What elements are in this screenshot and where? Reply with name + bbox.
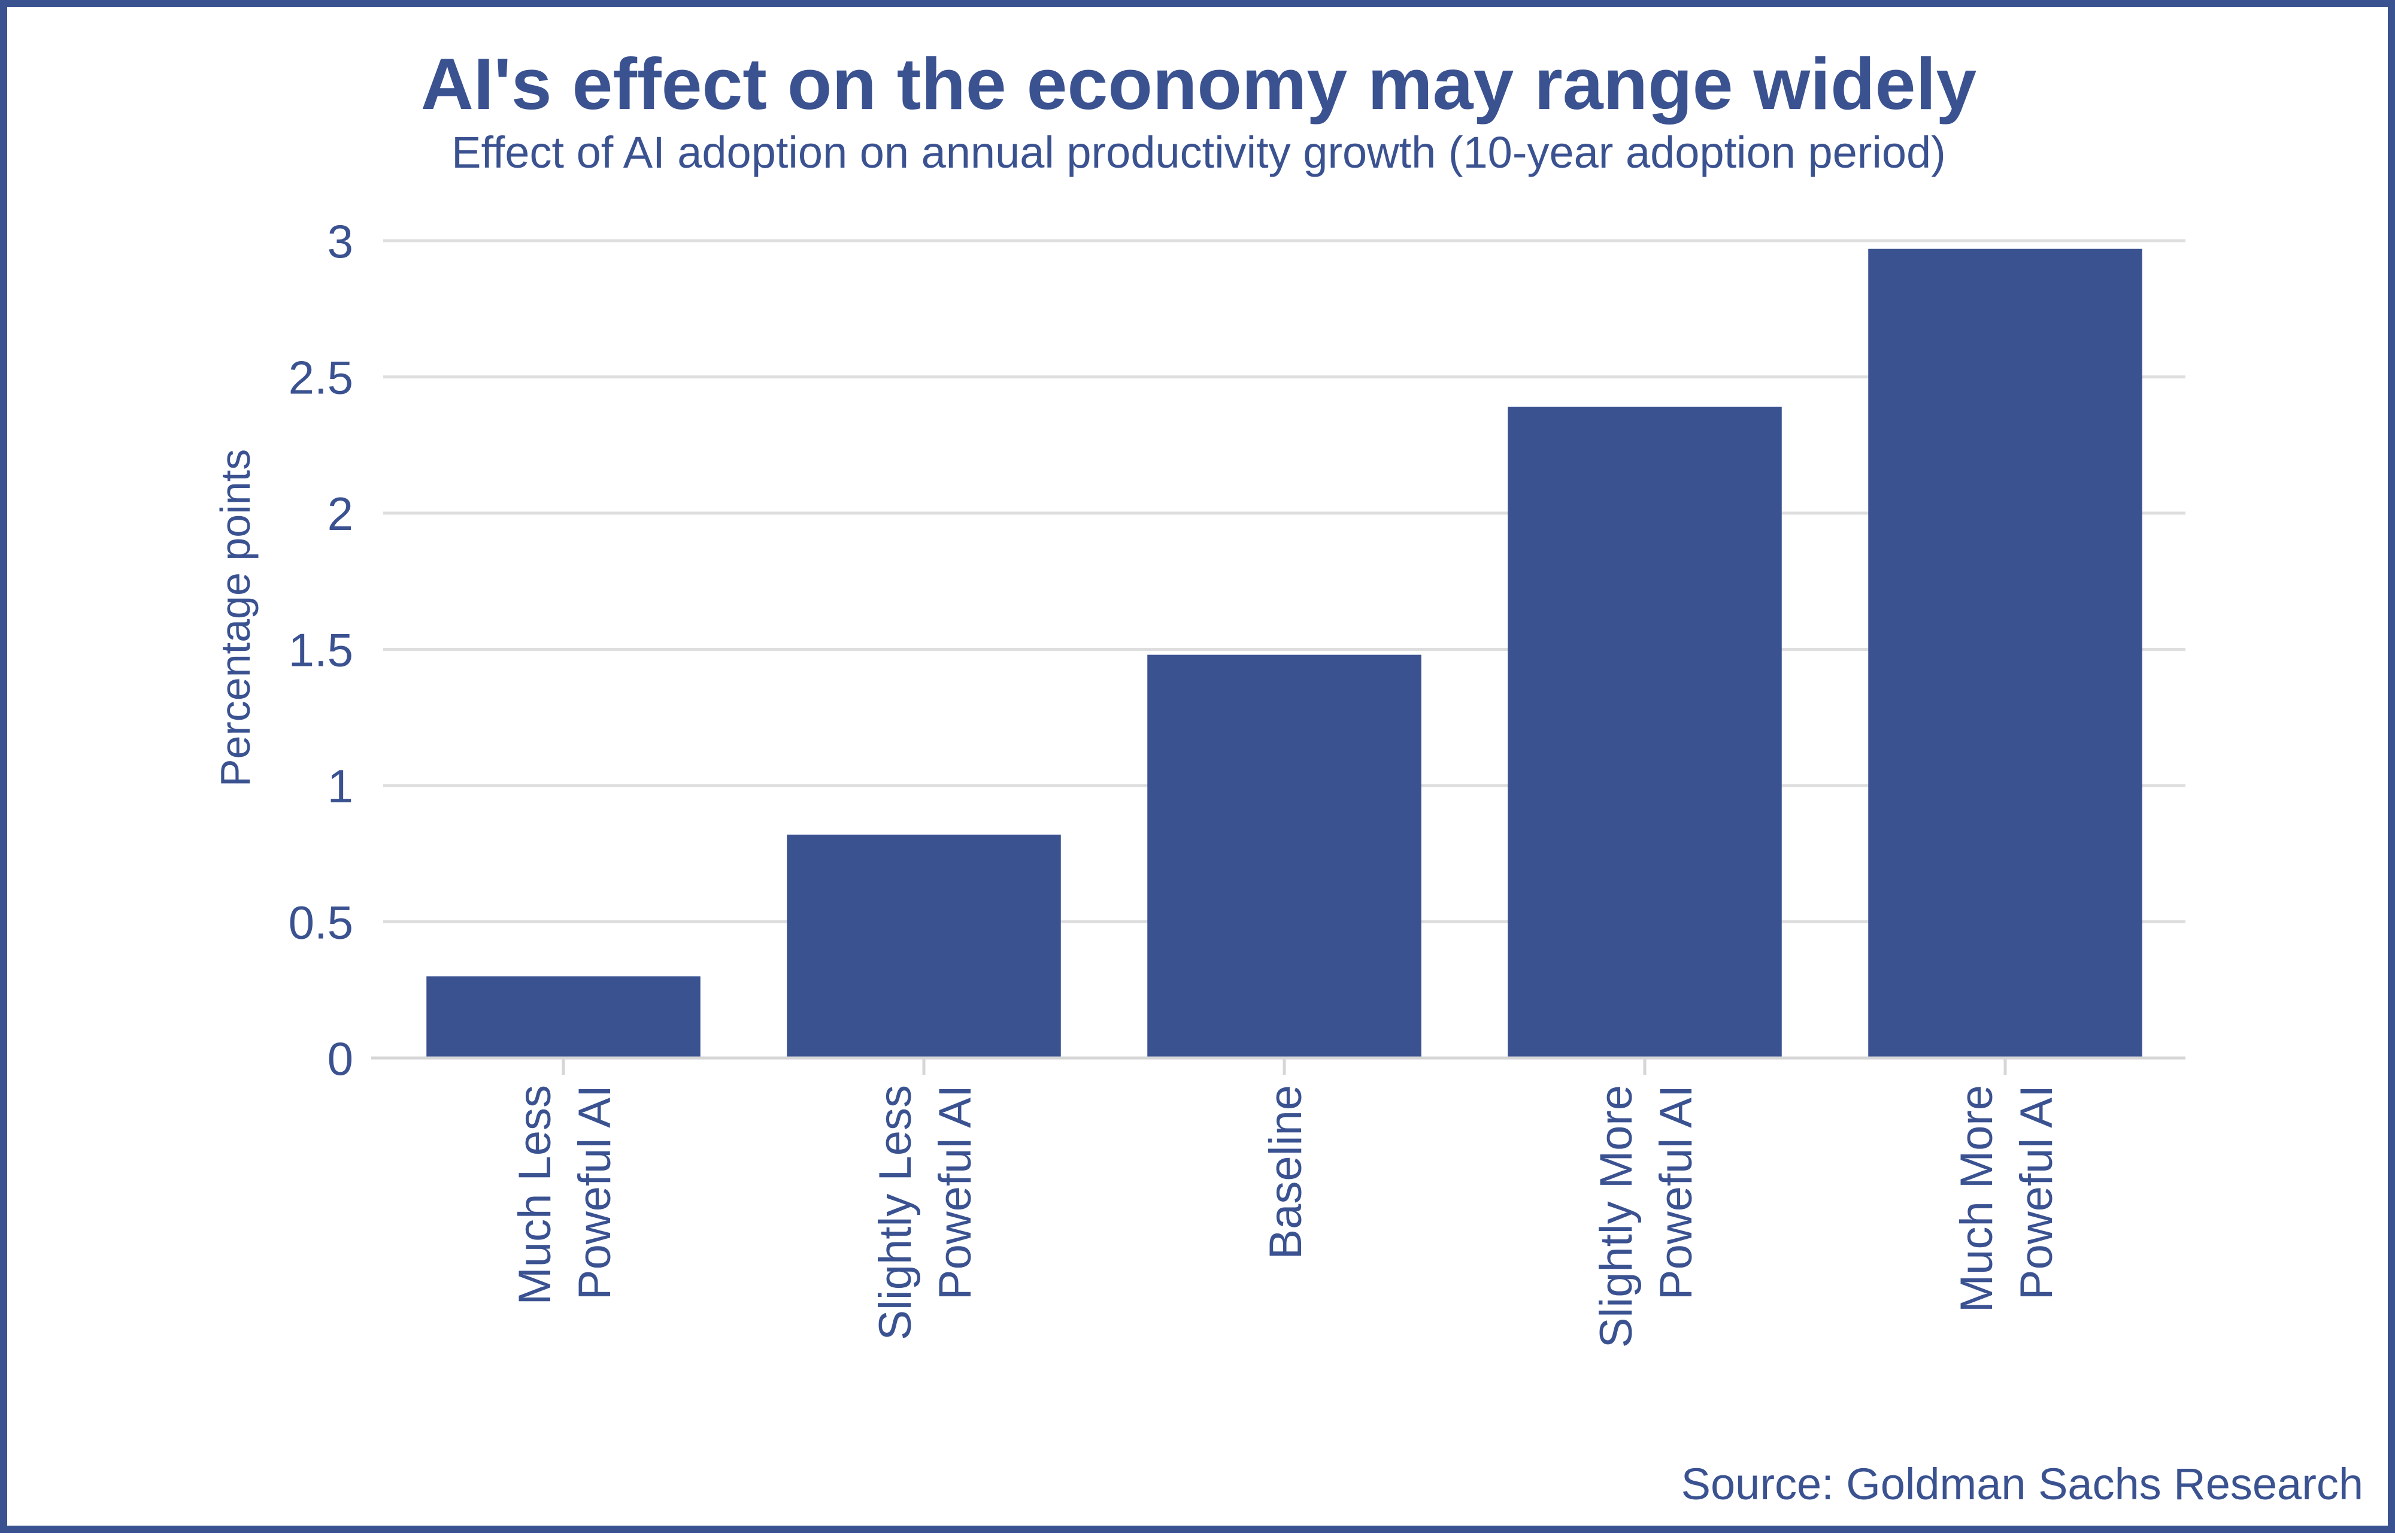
- bar-2: [1147, 654, 1421, 1058]
- x-category-label-0-0: Much Less: [510, 1085, 560, 1305]
- x-category-label-1-0: Slightly Less: [870, 1085, 921, 1341]
- y-tick-label-6: 3: [328, 215, 353, 268]
- x-category-label-4-0: Much More: [1951, 1085, 2002, 1312]
- y-axis-label: Percentage points: [212, 449, 259, 787]
- bar-chart: AI's effect on the economy may range wid…: [212, 43, 2363, 1509]
- bars: [426, 248, 2142, 1058]
- bar-1: [787, 834, 1061, 1058]
- x-category-label-0-1: Poweful AI: [569, 1085, 620, 1300]
- y-tick-label-3: 1.5: [289, 624, 353, 677]
- bar-3: [1508, 407, 1782, 1058]
- y-tick-labels: 0 0.5 1 1.5 2 2.5 3: [289, 215, 353, 1085]
- x-category-label-2-0: Baseline: [1260, 1085, 1311, 1260]
- y-tick-label-2: 1: [328, 760, 353, 813]
- y-tick-label-1: 0.5: [289, 896, 353, 949]
- y-tick-label-0: 0: [328, 1032, 353, 1085]
- y-tick-label-4: 2: [328, 487, 353, 540]
- x-category-label-4-1: Poweful AI: [2011, 1085, 2062, 1300]
- chart-title: AI's effect on the economy may range wid…: [421, 43, 1977, 125]
- axes: [371, 1056, 2185, 1075]
- x-category-labels: Much Less Poweful AI Slightly Less Poweful …: [510, 1085, 2062, 1348]
- x-category-label-3-0: Slightly More: [1591, 1085, 1642, 1348]
- chart-subtitle: Effect of AI adoption on annual producti…: [451, 128, 1946, 177]
- bar-4: [1868, 248, 2142, 1058]
- x-category-label-3-1: Poweful AI: [1651, 1085, 1702, 1300]
- bar-0: [426, 976, 701, 1058]
- x-category-label-1-1: Poweful AI: [930, 1085, 981, 1300]
- source-note: Source: Goldman Sachs Research: [1681, 1459, 2363, 1509]
- y-tick-label-5: 2.5: [289, 351, 353, 404]
